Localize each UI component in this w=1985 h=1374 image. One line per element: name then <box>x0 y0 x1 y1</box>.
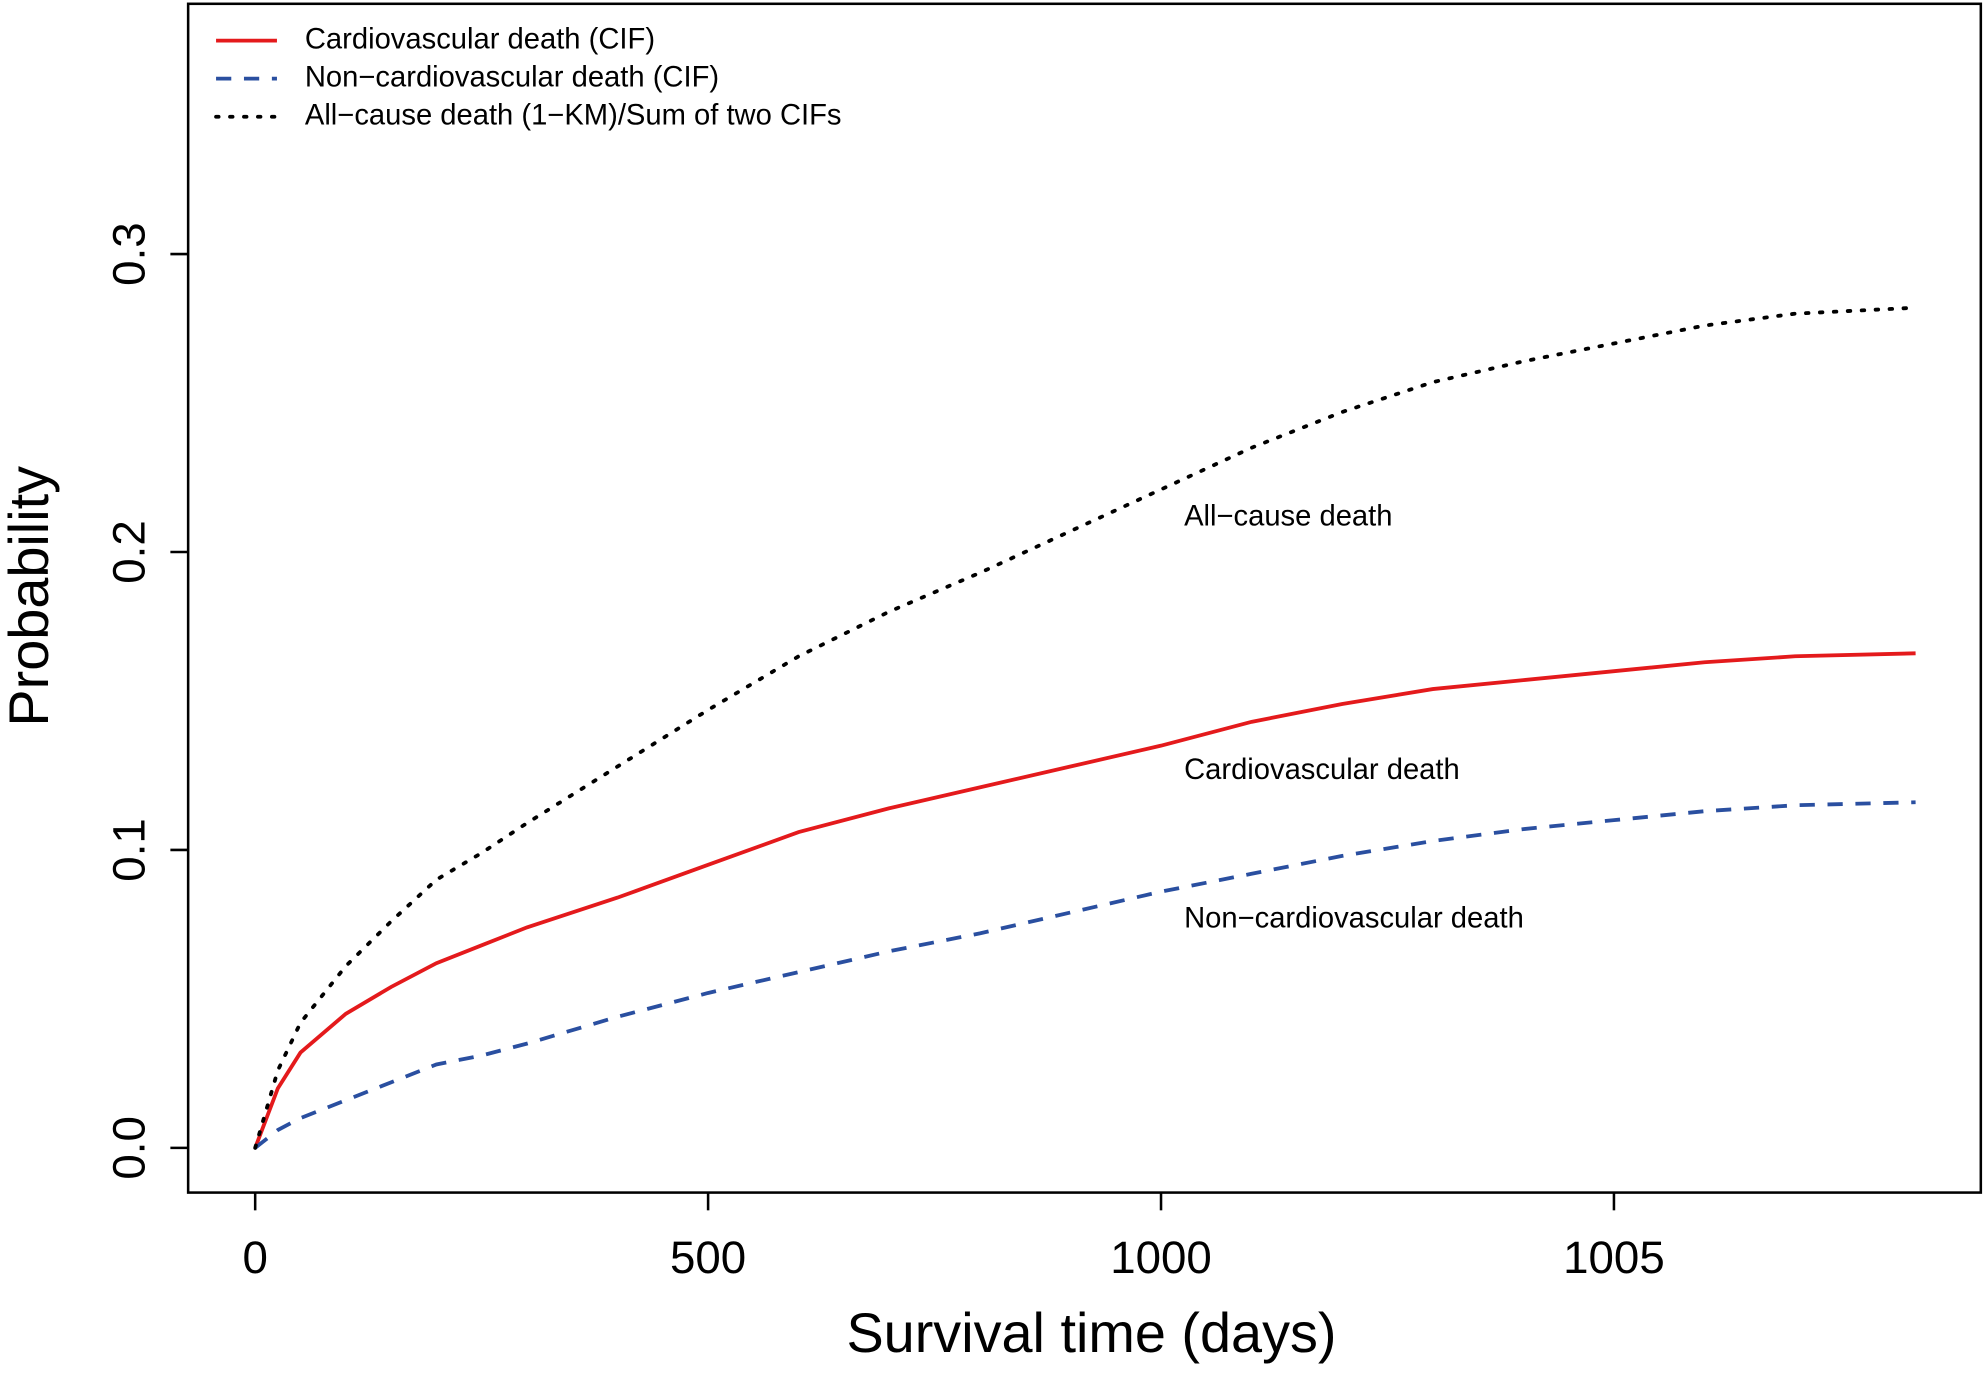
y-axis-title: Probability <box>0 466 60 727</box>
x-axis-title: Survival time (days) <box>846 1301 1336 1364</box>
x-tick-label: 500 <box>670 1232 746 1283</box>
annotation: Non−cardiovascular death <box>1184 903 1524 935</box>
x-tick-label: 1000 <box>1110 1232 1212 1283</box>
x-tick-label: 1005 <box>1563 1232 1665 1283</box>
legend-label: Non−cardiovascular death (CIF) <box>305 61 719 93</box>
annotation: Cardiovascular death <box>1184 754 1460 786</box>
series-line <box>253 651 1916 1149</box>
annotation: All−cause death <box>1184 500 1392 532</box>
legend-label: Cardiovascular death (CIF) <box>305 23 655 55</box>
legend-label: All−cause death (1−KM)/Sum of two CIFs <box>305 99 842 131</box>
x-tick-label: 0 <box>242 1232 267 1283</box>
y-tick-label: 0.1 <box>103 818 154 881</box>
plot-frame <box>186 2 1983 1194</box>
y-tick-label: 0.2 <box>103 520 154 583</box>
series-line <box>254 800 1916 1150</box>
series-line <box>253 305 1918 1150</box>
y-tick-label: 0.0 <box>103 1116 154 1179</box>
y-tick-label: 0.3 <box>103 222 154 285</box>
